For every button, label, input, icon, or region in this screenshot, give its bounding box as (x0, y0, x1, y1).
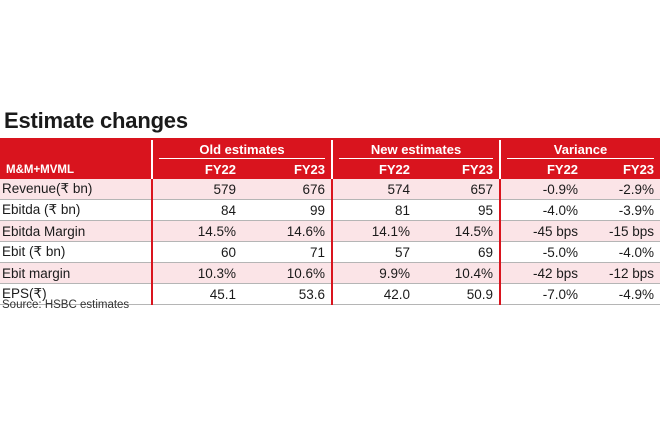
header-company-label: M&M+MVML (0, 160, 152, 179)
table-row: EPS(₹) 45.1 53.6 42.0 50.9 -7.0% -4.9% (0, 283, 660, 305)
table-cell: -4.0% (584, 241, 660, 263)
table-cell: 676 (242, 179, 333, 200)
table-cell: 657 (416, 179, 501, 200)
table-cell: -4.0% (499, 199, 585, 221)
table-row: Ebitda (₹ bn) 84 99 81 95 -4.0% -3.9% (0, 199, 660, 221)
table-cell: 14.1% (331, 220, 417, 242)
table-cell: -15 bps (584, 220, 660, 242)
table-cell: -3.9% (584, 199, 660, 221)
table-row: Ebitda Margin 14.5% 14.6% 14.1% 14.5% -4… (0, 220, 660, 242)
table-row: Revenue(₹ bn) 579 676 574 657 -0.9% -2.9… (0, 179, 660, 200)
table-cell: 60 (151, 241, 242, 263)
table-cell: 14.5% (416, 220, 501, 242)
title-divider (0, 138, 660, 140)
row-label: Ebit margin (0, 262, 152, 284)
table-cell: 69 (416, 241, 501, 263)
header-group-row: Old estimates New estimates Variance (0, 140, 660, 160)
table-cell: 57 (331, 241, 417, 263)
table-cell: 99 (242, 199, 333, 221)
table-cell: -45 bps (499, 220, 585, 242)
table-cell: 84 (151, 199, 242, 221)
row-label: Ebit (₹ bn) (0, 241, 152, 263)
row-label: Ebitda Margin (0, 220, 152, 242)
table-cell: 71 (242, 241, 333, 263)
table-cell: 42.0 (331, 283, 417, 305)
header-year: FY22 (331, 160, 417, 179)
row-label: EPS(₹) (0, 283, 152, 305)
table-cell: 95 (416, 199, 501, 221)
table-cell: -12 bps (584, 262, 660, 284)
header-year: FY23 (416, 160, 501, 179)
table-row: Ebit margin 10.3% 10.6% 9.9% 10.4% -42 b… (0, 262, 660, 284)
table-row: Ebit (₹ bn) 60 71 57 69 -5.0% -4.0% (0, 241, 660, 263)
table-cell: 45.1 (151, 283, 242, 305)
table-cell: 574 (331, 179, 417, 200)
table-cell: 10.6% (242, 262, 333, 284)
estimate-changes-table: Old estimates New estimates Variance M&M… (0, 140, 660, 305)
header-group-variance: Variance (499, 140, 660, 160)
table-cell: 14.5% (151, 220, 242, 242)
row-label: Revenue(₹ bn) (0, 179, 152, 200)
row-label: Ebitda (₹ bn) (0, 199, 152, 221)
header-group-new: New estimates (331, 140, 501, 160)
header-year: FY22 (151, 160, 242, 179)
table-cell: -0.9% (499, 179, 585, 200)
header-corner (0, 140, 152, 160)
table-cell: 81 (331, 199, 417, 221)
table-cell: 579 (151, 179, 242, 200)
table-cell: 10.4% (416, 262, 501, 284)
table-cell: -7.0% (499, 283, 585, 305)
table-cell: 50.9 (416, 283, 501, 305)
header-year: FY23 (242, 160, 333, 179)
table-cell: -2.9% (584, 179, 660, 200)
header-group-old: Old estimates (150, 140, 333, 160)
header-year: FY22 (499, 160, 585, 179)
table-cell: 9.9% (331, 262, 417, 284)
table-cell: 14.6% (242, 220, 333, 242)
source-note: Source: HSBC estimates (2, 299, 130, 311)
header-year-row: M&M+MVML FY22 FY23 FY22 FY23 FY22 FY23 (0, 160, 660, 179)
table-cell: -4.9% (584, 283, 660, 305)
table-cell: -5.0% (499, 241, 585, 263)
table-cell: 53.6 (242, 283, 333, 305)
table-title: Estimate changes (4, 108, 188, 133)
table-cell: -42 bps (499, 262, 585, 284)
table-cell: 10.3% (151, 262, 242, 284)
header-year: FY23 (584, 160, 660, 179)
